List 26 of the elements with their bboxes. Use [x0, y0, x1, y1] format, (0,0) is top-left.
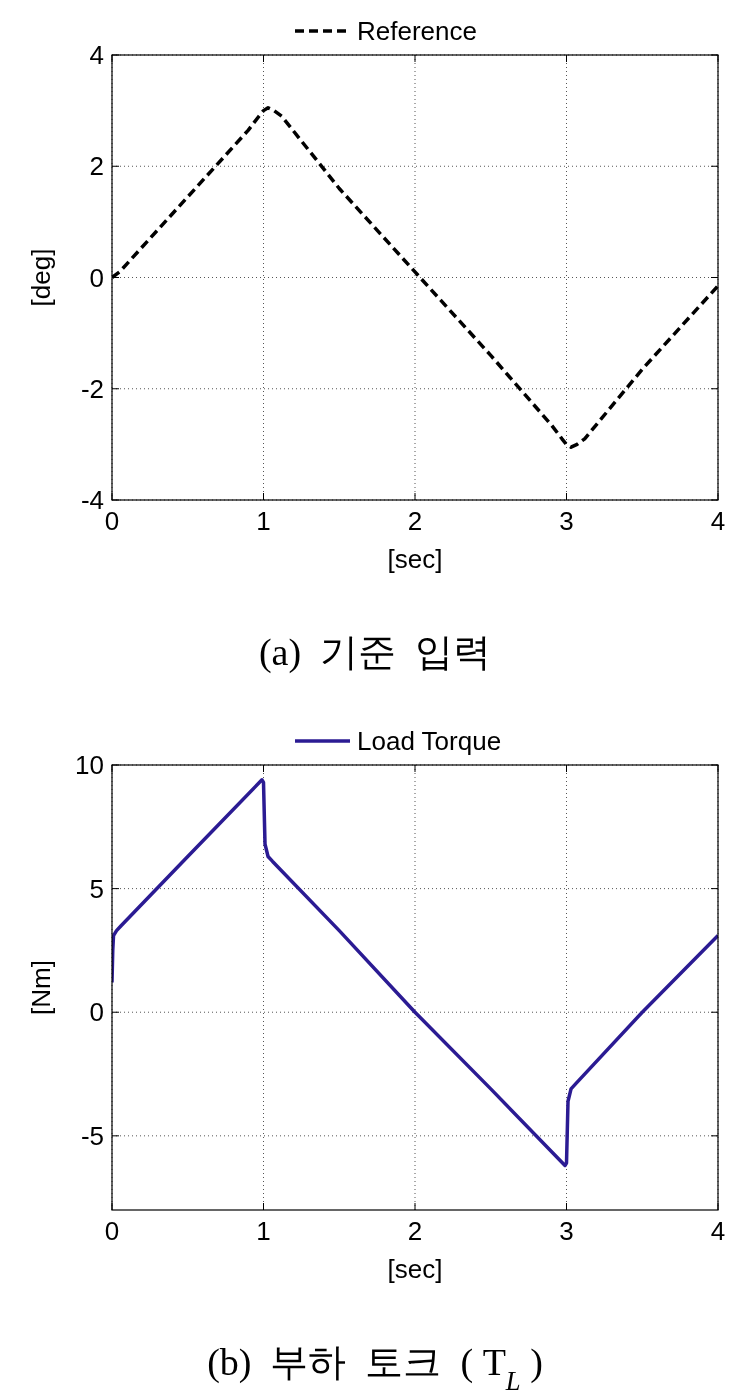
x-tick-label: 3 [559, 506, 574, 536]
text: (a) 기준 입력 [258, 631, 492, 674]
text: (b) 부하 토크 ( T$_{L}$ ) [207, 1341, 543, 1395]
x-axis-title: [sec] [387, 1254, 443, 1284]
x-tick-label: 4 [710, 506, 726, 536]
x-tick-label: 2 [407, 506, 423, 536]
x-tick-label: 3 [559, 1216, 574, 1246]
y-tick-label: 10 [75, 750, 104, 780]
y-tick-label: 0 [89, 997, 104, 1028]
x-tick-label: 2 [407, 1216, 423, 1246]
y-axis-title: [Nm] [26, 960, 56, 1015]
x-axis-title: [sec] [387, 544, 443, 574]
y-tick-label: 0 [89, 262, 104, 293]
y-tick-label: 5 [89, 873, 104, 904]
y-tick-label: 4 [89, 40, 104, 70]
x-tick-label: 1 [256, 1216, 271, 1246]
x-tick-label: 1 [256, 506, 271, 536]
y-tick-label: -4 [80, 485, 104, 515]
x-tick-label: 4 [710, 1216, 726, 1246]
y-axis-title: [deg] [26, 248, 56, 307]
y-tick-label: -5 [80, 1120, 104, 1151]
legend-label: Load Torque [357, 726, 502, 756]
line-series [112, 778, 718, 1168]
y-tick-label: 2 [89, 151, 104, 182]
legend-label: Reference [357, 16, 477, 46]
y-tick-label: -2 [80, 373, 104, 404]
